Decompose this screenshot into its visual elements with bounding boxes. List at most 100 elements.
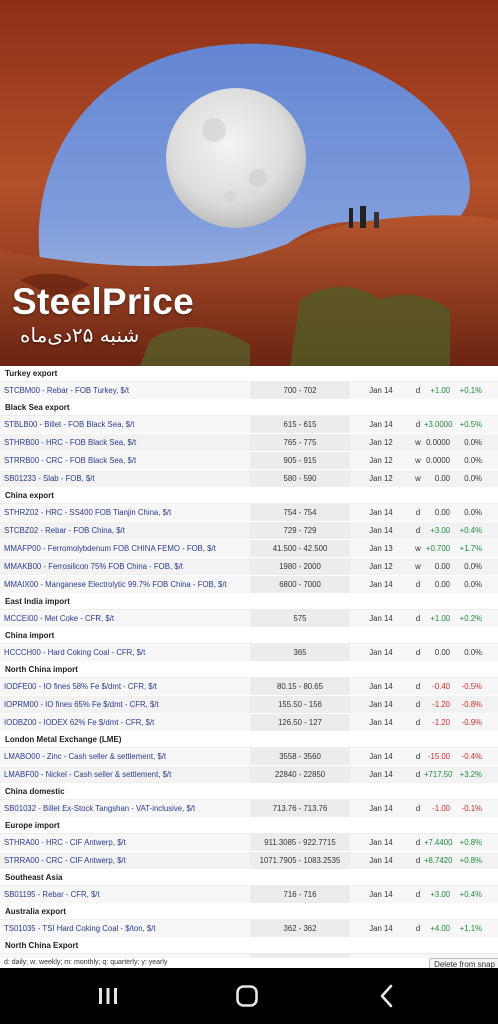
price-frequency: w — [415, 474, 421, 483]
android-nav-bar — [0, 968, 498, 1024]
price-name[interactable]: LMABO00 - Zinc - Cash seller & settlemen… — [4, 752, 167, 761]
price-name[interactable]: SB01032 - Billet Ex-Stock Tangshan - VAT… — [4, 804, 196, 813]
frequency-legend: d: daily; w: weekly; m: monthly; q: quar… — [4, 959, 168, 966]
price-date: Jan 14 — [369, 924, 393, 933]
price-change-percent: 0.0% — [464, 438, 482, 447]
price-range: 713.76 - 713.76 — [250, 800, 350, 817]
price-name[interactable]: MCCEI00 - Met Coke - CFR, $/t — [4, 614, 115, 623]
group-header: China export — [0, 488, 498, 504]
price-change: 0.00 — [434, 508, 450, 517]
table-row[interactable]: STBLB00 - Billet - FOB Black Sea, $/t 615… — [0, 416, 498, 434]
price-name[interactable]: TS01035 - TSI Hard Coking Coal - $/ton, … — [4, 924, 156, 933]
price-name[interactable]: MMAFP00 - Ferromolybdenum FOB CHINA FEMO… — [4, 544, 216, 553]
price-frequency: w — [415, 438, 421, 447]
price-date: Jan 12 — [369, 438, 393, 447]
price-change: +8.7420 — [424, 856, 453, 865]
table-row[interactable]: STRRA00 - CRC - CIF Antwerp, $/t 1071.790… — [0, 852, 498, 870]
table-row[interactable]: IODFE00 - IO fines 58% Fe $/dmt - CFR, $… — [0, 678, 498, 696]
group-header: Europe import — [0, 818, 498, 834]
group-rows: SB01032 - Billet Ex-Stock Tangshan - VAT… — [0, 800, 498, 818]
price-change-percent: 0.0% — [464, 580, 482, 589]
table-row[interactable]: IOPRM00 - IO fines 65% Fe $/dmt - CFR, $… — [0, 696, 498, 714]
price-frequency: d — [415, 718, 421, 727]
price-frequency: d — [415, 804, 421, 813]
table-row[interactable]: SB01233 - Slab - FOB, $/t 580 - 590 Jan 12… — [0, 470, 498, 488]
price-range: 754 - 754 — [250, 504, 350, 521]
price-name[interactable]: STHRZ02 - HRC - SS400 FOB Tianjin China,… — [4, 508, 172, 517]
price-frequency: d — [415, 508, 421, 517]
table-row[interactable]: IODBZ00 - IODEX 62% Fe $/dmt - CFR, $/t 1… — [0, 714, 498, 732]
group-header: Australia export — [0, 904, 498, 920]
group-header: Turkey export — [0, 366, 498, 382]
price-change-percent: +3.2% — [459, 770, 482, 779]
price-change-percent: +0.5% — [459, 420, 482, 429]
price-change: -1.20 — [432, 718, 450, 727]
price-date: Jan 14 — [369, 752, 393, 761]
table-row[interactable]: STHRA00 - HRC - CIF Antwerp, $/t 911.3085… — [0, 834, 498, 852]
price-name[interactable]: SB01233 - Slab - FOB, $/t — [4, 474, 95, 483]
recents-icon[interactable] — [88, 980, 128, 1012]
price-change: +3.0000 — [424, 420, 453, 429]
price-frequency: d — [415, 770, 421, 779]
table-row[interactable]: LMABF00 - Nickel - Cash seller & settlem… — [0, 766, 498, 784]
price-change: 0.00 — [434, 562, 450, 571]
group-rows: IODFE00 - IO fines 58% Fe $/dmt - CFR, $… — [0, 678, 498, 732]
price-name[interactable]: STBLB00 - Billet - FOB Black Sea, $/t — [4, 420, 135, 429]
table-row[interactable]: HCCCH00 - Hard Coking Coal - CFR, $/t 365… — [0, 644, 498, 662]
table-row[interactable]: SB01032 - Billet Ex-Stock Tangshan - VAT… — [0, 800, 498, 818]
price-date: Jan 14 — [369, 838, 393, 847]
price-date: Jan 14 — [369, 856, 393, 865]
price-change-percent: +1.1% — [459, 924, 482, 933]
group-header: China domestic — [0, 784, 498, 800]
price-change-percent: -0.4% — [461, 752, 482, 761]
price-name[interactable]: STCBZ02 - Rebar - FOB China, $/t — [4, 526, 125, 535]
group-rows: HCCCH00 - Hard Coking Coal - CFR, $/t 365… — [0, 644, 498, 662]
price-date: Jan 12 — [369, 474, 393, 483]
price-range: 911.3085 - 922.7715 — [250, 834, 350, 851]
table-row[interactable]: TS01035 - TSI Hard Coking Coal - $/ton, … — [0, 920, 498, 938]
price-name[interactable]: IOPRM00 - IO fines 65% Fe $/dmt - CFR, $… — [4, 700, 159, 709]
header-image: SteelPrice شنبه ۲۵دی‌ماه — [0, 0, 498, 366]
price-change-percent: -0.9% — [461, 718, 482, 727]
price-range: 126.50 - 127 — [250, 714, 350, 731]
table-row[interactable]: STHRB00 - HRC - FOB Black Sea, $/t 765 - … — [0, 434, 498, 452]
price-name[interactable]: MMAKB00 - Ferrosilicon 75% FOB China - F… — [4, 562, 183, 571]
price-frequency: d — [415, 856, 421, 865]
price-date: Jan 14 — [369, 804, 393, 813]
price-frequency: d — [415, 682, 421, 691]
table-row[interactable]: LMABO00 - Zinc - Cash seller & settlemen… — [0, 748, 498, 766]
table-row[interactable]: STHRZ02 - HRC - SS400 FOB Tianjin China,… — [0, 504, 498, 522]
price-date: Jan 14 — [369, 420, 393, 429]
price-range: 362 - 362 — [250, 920, 350, 937]
price-name[interactable]: HCCCH00 - Hard Coking Coal - CFR, $/t — [4, 648, 146, 657]
back-icon[interactable] — [367, 980, 407, 1012]
table-row[interactable]: STCBZ02 - Rebar - FOB China, $/t 729 - 72… — [0, 522, 498, 540]
price-change-percent: +0.1% — [459, 386, 482, 395]
price-name[interactable]: IODFE00 - IO fines 58% Fe $/dmt - CFR, $… — [4, 682, 157, 691]
table-row[interactable]: STCBM00 - Rebar - FOB Turkey, $/t 700 - 7… — [0, 382, 498, 400]
price-name[interactable]: MMAIX00 - Manganese Electrolytic 99.7% F… — [4, 580, 227, 589]
table-row[interactable]: SB01195 - Rebar - CFR, $/t 716 - 716 Jan 1… — [0, 886, 498, 904]
price-name[interactable]: IODBZ00 - IODEX 62% Fe $/dmt - CFR, $/t — [4, 718, 155, 727]
price-name[interactable]: SB01195 - Rebar - CFR, $/t — [4, 890, 100, 899]
price-frequency: d — [415, 700, 421, 709]
table-row[interactable]: MMAIX00 - Manganese Electrolytic 99.7% F… — [0, 576, 498, 594]
price-name[interactable]: STRRA00 - CRC - CIF Antwerp, $/t — [4, 856, 126, 865]
price-name[interactable]: LMABF00 - Nickel - Cash seller & settlem… — [4, 770, 172, 779]
table-row[interactable]: STRRB00 - CRC - FOB Black Sea, $/t 905 - … — [0, 452, 498, 470]
table-row[interactable]: MMAFP00 - Ferromolybdenum FOB CHINA FEMO… — [0, 540, 498, 558]
table-row[interactable]: MCCEI00 - Met Coke - CFR, $/t 575 Jan 14 d +… — [0, 610, 498, 628]
group-header: East India import — [0, 594, 498, 610]
price-change: +7.4400 — [424, 838, 453, 847]
price-range: 3558 - 3560 — [250, 748, 350, 765]
home-icon[interactable] — [227, 980, 267, 1012]
price-name[interactable]: STHRA00 - HRC - CIF Antwerp, $/t — [4, 838, 126, 847]
price-date: Jan 14 — [369, 682, 393, 691]
table-row[interactable]: MMAKB00 - Ferrosilicon 75% FOB China - F… — [0, 558, 498, 576]
price-name[interactable]: STCBM00 - Rebar - FOB Turkey, $/t — [4, 386, 130, 395]
price-frequency: d — [415, 526, 421, 535]
price-frequency: d — [415, 386, 421, 395]
price-name[interactable]: STHRB00 - HRC - FOB Black Sea, $/t — [4, 438, 137, 447]
price-change-percent: -0.5% — [461, 682, 482, 691]
price-name[interactable]: STRRB00 - CRC - FOB Black Sea, $/t — [4, 456, 137, 465]
